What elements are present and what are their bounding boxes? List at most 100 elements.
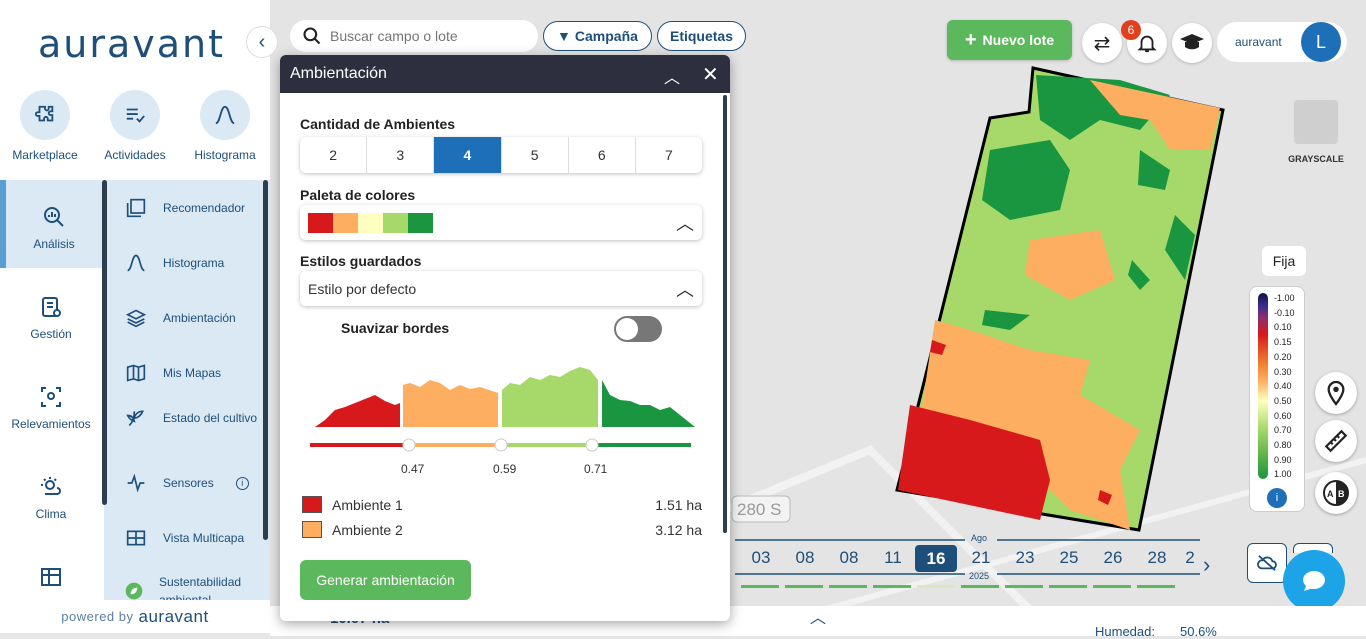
generate-ambientacion-button[interactable]: Generar ambientación [300,560,471,600]
sub-sustentabilidad[interactable]: Sustentabilidad ambiental [124,573,264,600]
nav-analisis[interactable]: Análisis [0,180,102,268]
sub-ambientacion[interactable]: Ambientación [124,308,264,328]
legend-value: 0.20 [1274,351,1292,362]
date-item-selected[interactable]: 16 [915,545,957,572]
histograma-top-button[interactable]: Histograma [180,90,270,162]
collapse-sidebar-button[interactable]: ‹ [246,26,278,58]
sub-sensores[interactable]: Sensores i [124,473,264,493]
timeline-next-icon[interactable]: › [1203,552,1211,577]
styles-label: Estilos guardados [300,253,422,269]
sub-recomendador[interactable]: Recomendador [124,198,264,218]
user-avatar[interactable]: L [1301,22,1341,62]
close-icon[interactable]: ✕ [702,64,719,86]
nav-relevamientos[interactable]: Relevamientos [0,385,102,431]
legend-value: -0.10 [1274,307,1295,318]
prescription-icon [124,198,148,218]
ambient-swatch [302,496,322,513]
filter-icon: ▼ [557,28,571,44]
collapse-chevron-icon[interactable]: ︿ [664,70,681,87]
dialog-title: Ambientación [290,65,387,82]
toggle-knob [616,318,638,340]
actividades-button[interactable]: Actividades [90,90,180,162]
nav-scrollbar[interactable] [102,180,107,505]
ambient-row: Ambiente 2 3.12 ha [302,521,702,538]
building-icon [41,568,61,586]
dialog-scrollbar[interactable] [723,95,727,533]
count-option-2[interactable]: 2 [300,137,368,173]
timeline-month: Ago [971,533,988,543]
tags-filter-button[interactable]: Etiquetas [657,21,746,51]
nav-clima[interactable]: Clima [0,475,102,521]
count-option-4[interactable]: 4 [434,137,502,173]
campaign-filter-button[interactable]: ▼ Campaña [543,21,652,51]
cloud-filter-button[interactable] [1247,543,1287,583]
legend-info-icon[interactable]: i [1267,488,1287,508]
count-option-6[interactable]: 6 [569,137,636,173]
date-item[interactable]: 28 [1147,548,1167,567]
date-item[interactable]: 03 [751,548,771,567]
search-input[interactable] [330,28,520,44]
chat-button[interactable] [1283,550,1345,612]
map-icon [124,363,148,383]
academy-button[interactable] [1172,23,1212,63]
secondary-button[interactable] [1293,543,1333,553]
count-option-5[interactable]: 5 [502,137,569,173]
date-item[interactable]: 26 [1103,548,1123,567]
measure-button[interactable] [1315,420,1357,462]
search-box[interactable] [290,20,538,52]
legend-value: 0.80 [1274,440,1292,450]
auravant-logo[interactable]: auravant [38,22,226,66]
date-item[interactable]: 2 [1185,548,1195,567]
expand-chevron-icon[interactable]: ︿ [810,610,827,627]
smooth-borders-toggle[interactable] [614,316,662,342]
chevron-left-icon: ‹ [258,30,266,53]
threshold-handle[interactable] [494,438,508,452]
date-item[interactable]: 08 [795,548,815,567]
plant-icon [124,408,148,428]
bell-curve-icon [124,253,148,273]
saved-styles-dropdown[interactable]: Estilo por defecto ︿ [300,271,702,306]
ambient-histogram: 0.47 0.59 0.71 [310,367,695,476]
date-indicator [917,585,955,588]
legend-value: 0.90 [1274,454,1292,465]
info-icon[interactable]: i [235,476,249,490]
date-item[interactable]: 21 [971,548,991,567]
date-item[interactable]: 11 [884,548,902,567]
powered-by-footer: powered by auravant [0,600,270,633]
location-scan-icon [41,387,61,407]
count-option-3[interactable]: 3 [367,137,435,173]
swap-button[interactable]: ⇄ [1082,23,1122,63]
palette-label: Paleta de colores [300,187,416,203]
bell-icon [1137,35,1157,53]
date-item[interactable]: 25 [1059,548,1079,567]
nav-building[interactable] [0,565,102,597]
sub-mis-mapas[interactable]: Mis Mapas [124,363,264,383]
count-label: Cantidad de Ambientes [300,116,456,132]
grayscale-toggle[interactable]: GRAYSCALE [1282,100,1350,164]
sub-vista-multicapa[interactable]: Vista Multicapa [124,528,264,548]
fixed-scale-button[interactable]: Fija [1262,246,1306,276]
palette-dropdown[interactable]: ︿ [300,205,702,240]
marketplace-button[interactable]: Marketplace [0,90,90,162]
submenu-scrollbar[interactable] [263,180,268,540]
pulse-icon [124,473,148,493]
locate-button[interactable] [1315,372,1357,414]
sub-estado-cultivo[interactable]: Estado del cultivo [124,408,264,428]
grayscale-thumbnail [1294,100,1338,144]
ambientacion-dialog: Ambientación ︿ ✕ Cantidad de Ambientes 2… [280,55,730,621]
checklist-icon [110,90,160,140]
map-pin-icon [1327,380,1345,406]
date-item[interactable]: 08 [839,548,859,567]
nav-gestion[interactable]: Gestión [0,295,102,341]
new-lot-button[interactable]: + Nuevo lote [947,20,1072,60]
legend-value: 0.15 [1274,337,1292,348]
threshold-handle[interactable] [402,438,416,452]
date-item[interactable]: 23 [1015,548,1035,567]
sub-histograma[interactable]: Histograma [124,253,264,273]
date-indicator [1005,585,1043,588]
legend-value: 0.60 [1274,410,1292,421]
threshold-handle[interactable] [585,438,599,452]
count-option-7[interactable]: 7 [665,147,673,163]
